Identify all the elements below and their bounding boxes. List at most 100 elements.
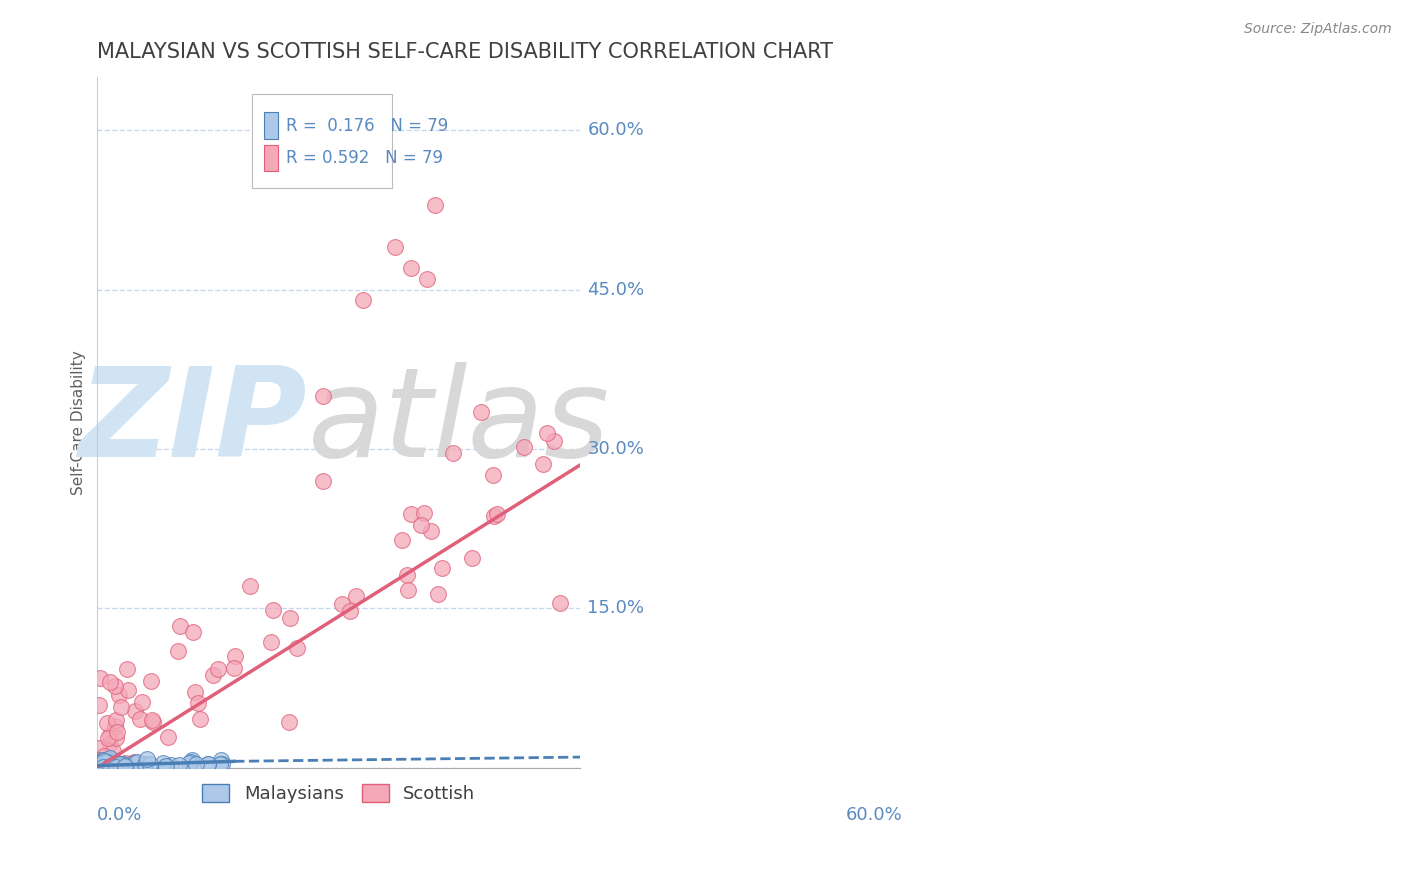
Point <box>278 611 301 625</box>
Point <box>136 752 159 766</box>
Point <box>90 759 112 773</box>
Point <box>87 759 110 773</box>
Point <box>108 688 131 702</box>
Point <box>94 759 117 773</box>
Point <box>94 759 117 773</box>
Point <box>420 524 443 538</box>
Point <box>97 758 120 772</box>
Point <box>90 759 112 773</box>
Point <box>239 579 262 593</box>
Point <box>114 759 136 773</box>
Text: 60.0%: 60.0% <box>588 121 644 139</box>
Point <box>138 756 160 771</box>
Point <box>101 756 124 770</box>
Point <box>104 756 127 770</box>
Point <box>352 293 374 308</box>
Point <box>224 661 246 675</box>
Point <box>98 756 121 770</box>
Point <box>441 445 464 459</box>
Point <box>339 604 361 618</box>
Point <box>98 759 121 773</box>
Point <box>110 700 132 714</box>
Point <box>98 674 121 689</box>
Point <box>224 648 246 663</box>
Point <box>482 467 505 482</box>
Y-axis label: Self-Care Disability: Self-Care Disability <box>72 350 86 495</box>
Point <box>94 756 117 771</box>
Point <box>96 757 118 772</box>
Point <box>98 759 121 773</box>
Point <box>91 759 114 773</box>
Point <box>197 756 219 771</box>
Point <box>412 506 434 520</box>
Point <box>97 757 120 772</box>
Point <box>89 759 111 773</box>
Point <box>180 756 202 770</box>
Point <box>179 756 201 771</box>
Point <box>91 759 114 773</box>
Point <box>312 474 335 488</box>
Text: 15.0%: 15.0% <box>588 599 644 617</box>
Point <box>125 756 148 770</box>
Point <box>416 272 439 286</box>
Point <box>157 730 180 744</box>
Point <box>396 583 419 598</box>
Point <box>543 434 565 448</box>
Point <box>97 731 120 746</box>
Point <box>114 756 136 771</box>
Point <box>262 603 284 617</box>
Text: Source: ZipAtlas.com: Source: ZipAtlas.com <box>1244 22 1392 37</box>
FancyBboxPatch shape <box>252 95 392 187</box>
Point <box>87 698 110 712</box>
Point <box>260 635 283 649</box>
Point <box>114 759 136 773</box>
Point <box>184 756 207 771</box>
Point <box>117 682 139 697</box>
Point <box>104 719 127 733</box>
Point <box>330 597 353 611</box>
Point <box>96 755 118 769</box>
Point <box>115 759 138 773</box>
Point <box>209 753 232 767</box>
Point <box>93 759 115 773</box>
Legend: Malaysians, Scottish: Malaysians, Scottish <box>195 777 482 811</box>
Point <box>207 662 229 676</box>
Point <box>513 440 536 454</box>
Point <box>131 695 153 709</box>
Point <box>134 757 156 772</box>
Point <box>100 727 122 741</box>
Point <box>105 731 128 745</box>
Point <box>89 756 111 771</box>
Point <box>396 567 419 582</box>
Point <box>91 759 114 773</box>
Point <box>93 757 115 772</box>
Point <box>87 758 110 772</box>
Point <box>169 618 191 632</box>
Point <box>93 754 115 768</box>
Point <box>91 756 114 771</box>
Point <box>461 550 484 565</box>
Point <box>93 758 115 772</box>
Point <box>399 507 422 521</box>
Point <box>89 671 111 685</box>
Point <box>89 759 111 773</box>
Point <box>155 758 177 772</box>
Text: R =  0.176   N = 79: R = 0.176 N = 79 <box>285 117 449 135</box>
Point <box>188 713 211 727</box>
Point <box>384 240 406 254</box>
Point <box>91 759 114 773</box>
Point <box>87 759 110 773</box>
Point <box>89 759 111 773</box>
Point <box>93 748 115 763</box>
Point <box>91 759 114 773</box>
Point <box>94 756 117 770</box>
Point <box>142 715 165 730</box>
Point <box>110 758 132 772</box>
FancyBboxPatch shape <box>264 112 278 138</box>
Point <box>87 759 110 773</box>
Point <box>90 759 112 773</box>
Point <box>159 758 181 772</box>
Point <box>108 756 131 771</box>
Text: atlas: atlas <box>308 362 610 483</box>
Point <box>486 508 509 522</box>
